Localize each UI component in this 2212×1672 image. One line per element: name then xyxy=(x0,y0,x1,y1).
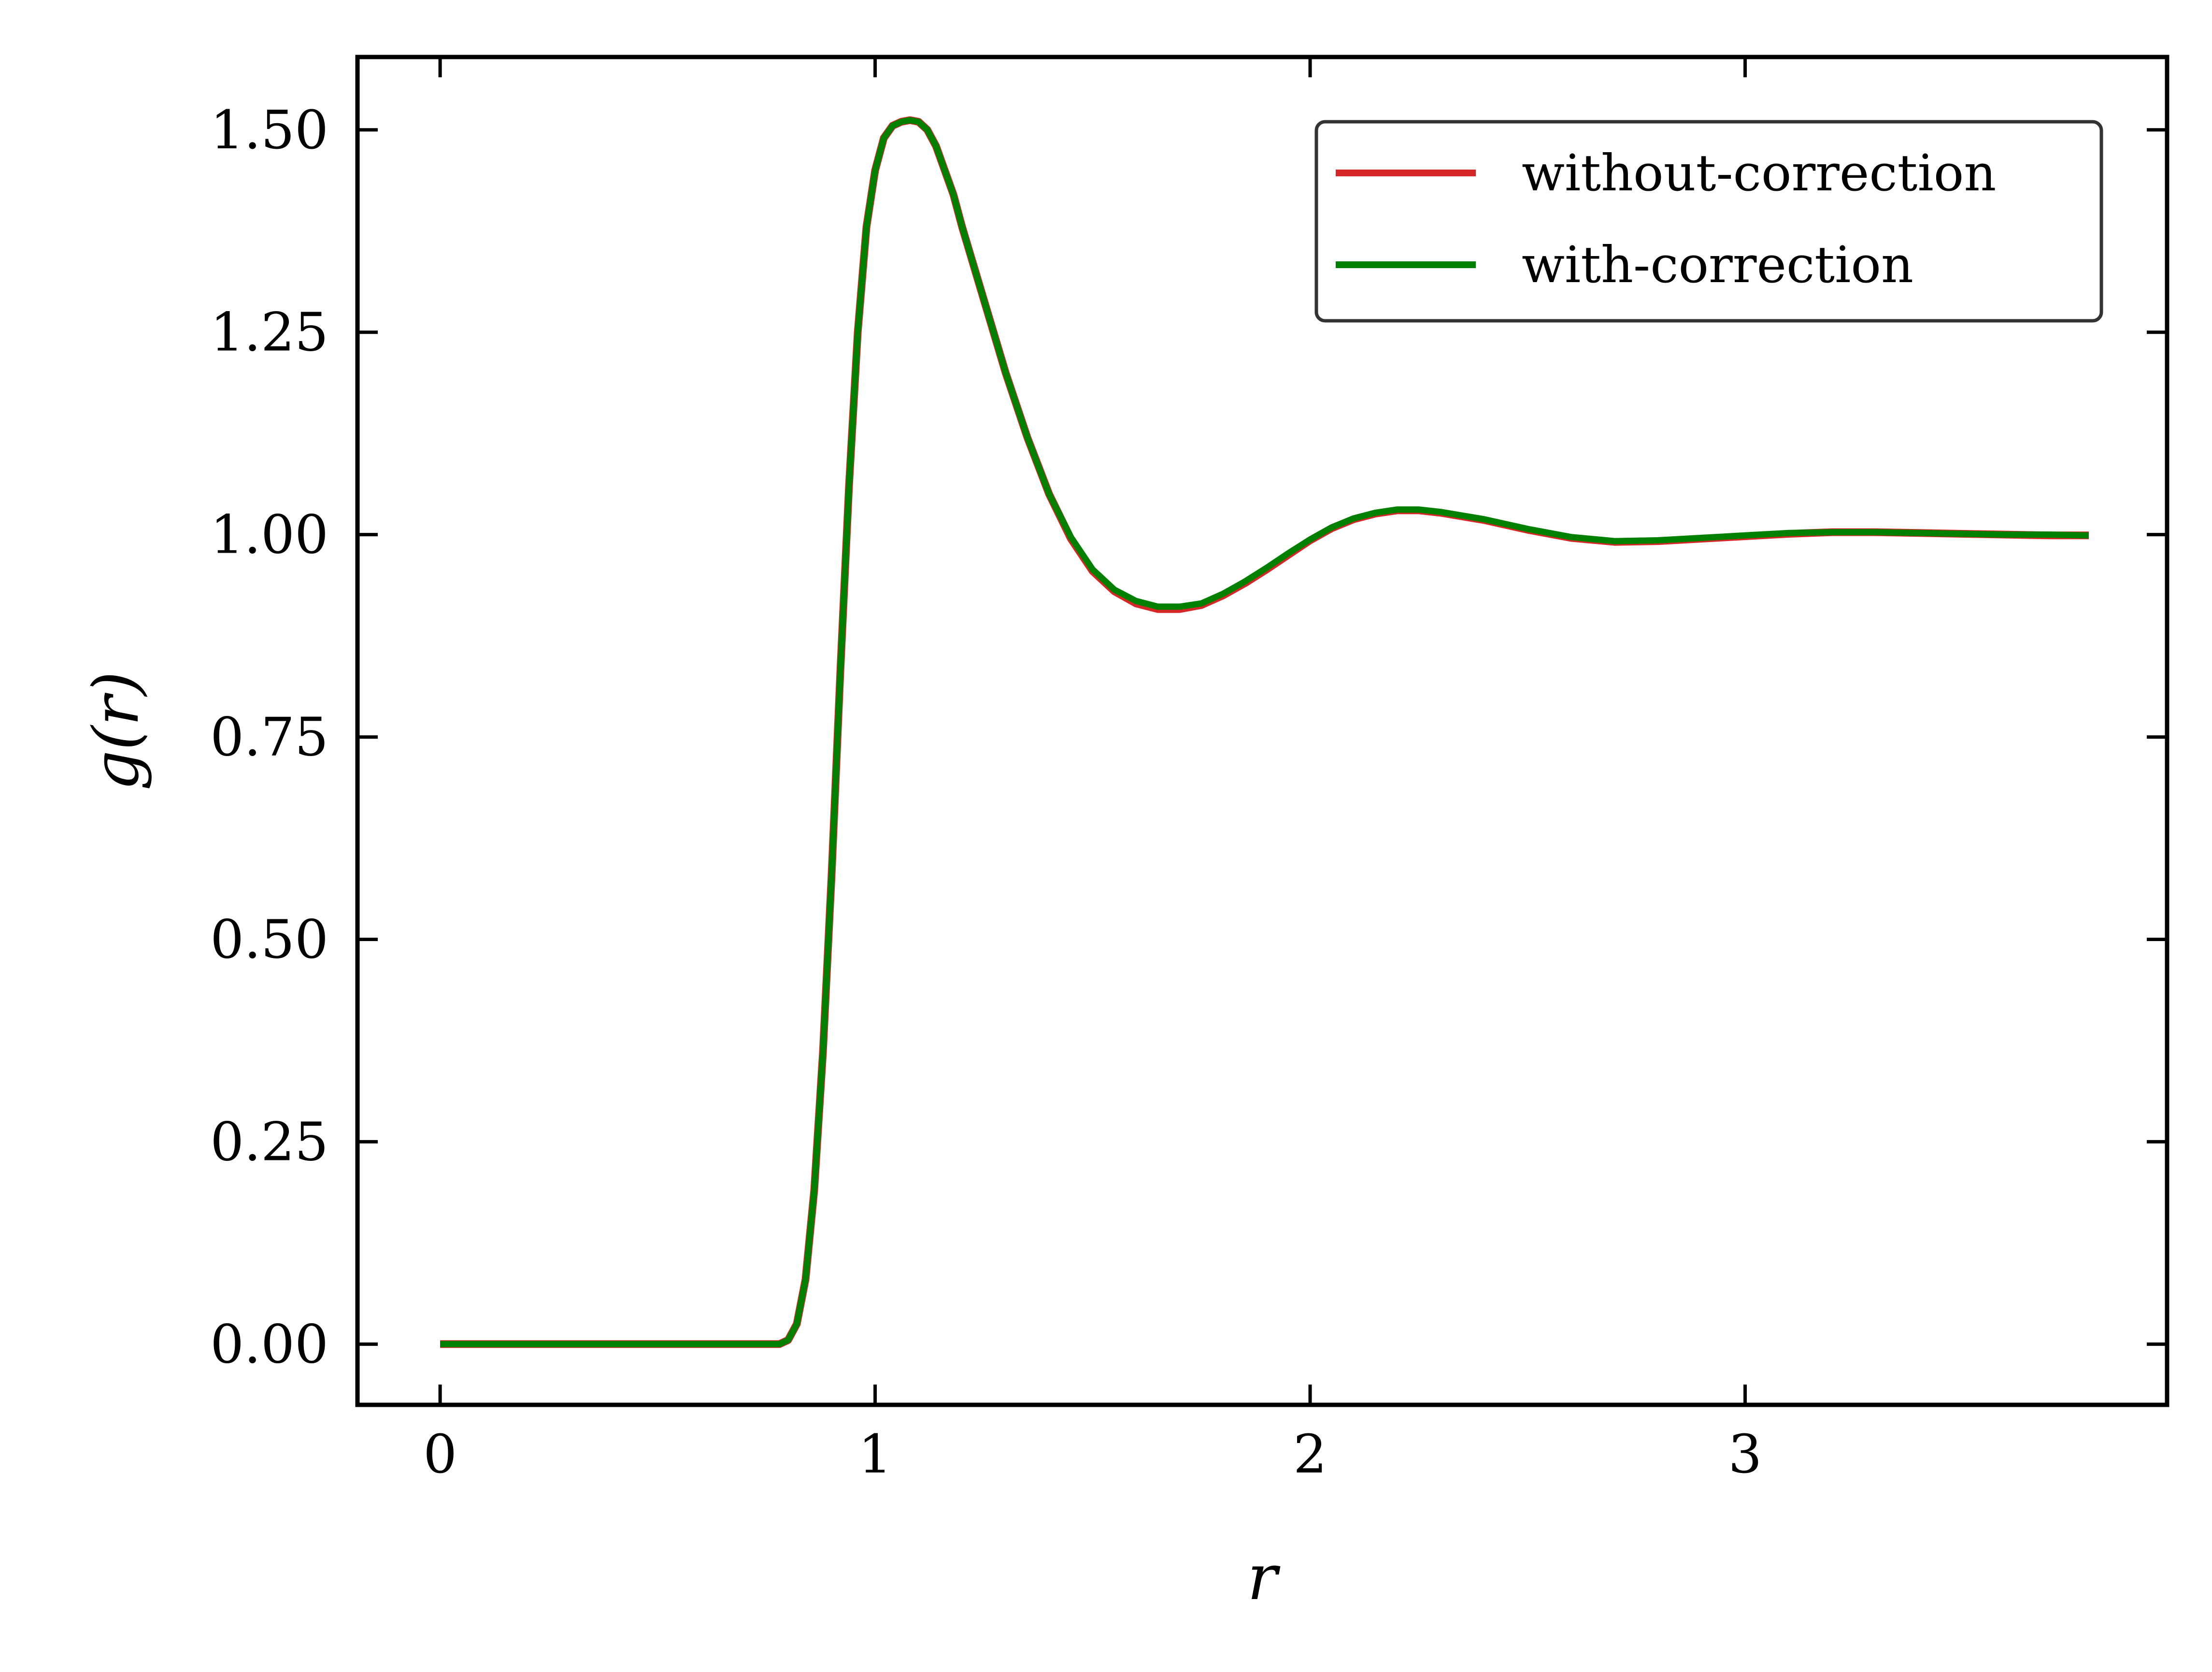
y-tick-label: 0.50 xyxy=(210,908,328,970)
y-tick-label: 0.75 xyxy=(210,706,328,768)
y-tick-label: 1.00 xyxy=(210,504,328,566)
plot-lines xyxy=(440,116,2089,1348)
series-line-with-correction xyxy=(440,117,2089,1347)
legend-box xyxy=(1314,120,2103,323)
legend-label-with-correction: with-correction xyxy=(1522,235,1913,294)
plot-frame xyxy=(355,55,2169,1407)
y-tick-label: 1.25 xyxy=(210,301,328,363)
y-tick-label: 1.50 xyxy=(210,99,328,161)
x-tick-label: 1 xyxy=(858,1423,892,1485)
legend-label-without-correction: without-correction xyxy=(1522,143,1996,202)
x-tick-label: 2 xyxy=(1293,1423,1327,1485)
tick-labels: 0 1 2 3 0.00 0.25 0.50 0.75 1.00 1.25 1.50 xyxy=(210,99,1762,1485)
y-tick-label: 0.00 xyxy=(210,1313,328,1375)
axis-ticks xyxy=(357,57,2167,1405)
x-axis-label: r xyxy=(1247,1541,1281,1614)
legend: without-correction with-correction xyxy=(1314,120,2103,323)
x-tick-label: 3 xyxy=(1728,1423,1762,1485)
y-tick-label: 0.25 xyxy=(210,1111,328,1172)
x-tick-label: 0 xyxy=(423,1423,457,1485)
y-axis-label: g(r) xyxy=(79,672,153,791)
